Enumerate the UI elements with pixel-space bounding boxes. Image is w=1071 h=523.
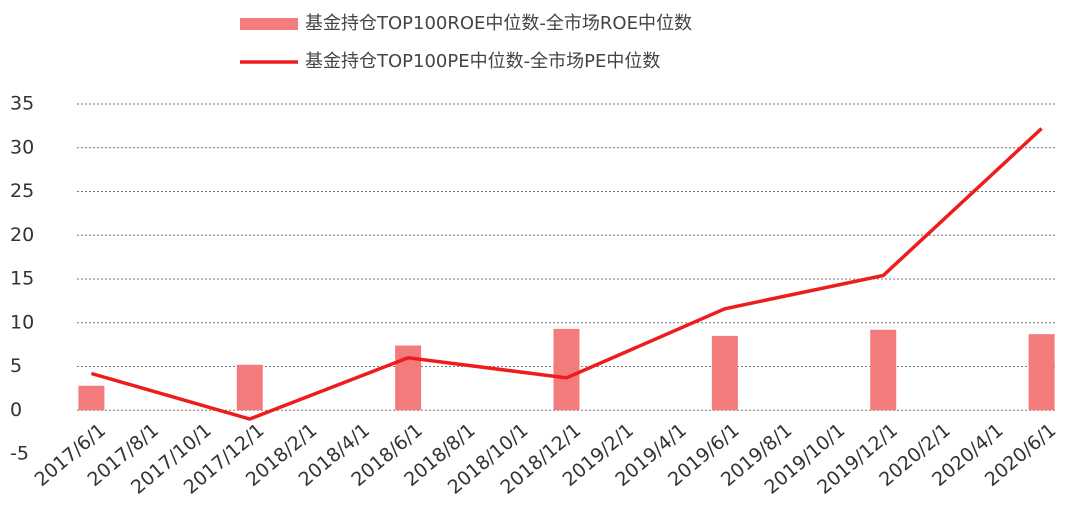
legend-swatch	[240, 18, 298, 30]
y-tick-label: 30	[10, 136, 34, 158]
y-tick-label: 5	[10, 355, 22, 377]
y-tick-label: 0	[10, 399, 22, 421]
bar	[870, 329, 897, 411]
bar	[78, 385, 105, 411]
y-tick-label: 35	[10, 93, 34, 115]
y-tick-label: 15	[10, 268, 34, 290]
y-tick-label: 25	[10, 180, 34, 202]
bar	[236, 364, 263, 411]
y-tick-label: -5	[10, 443, 29, 465]
bar	[1028, 334, 1055, 411]
line	[90, 127, 1043, 421]
y-tick-label: 20	[10, 224, 34, 246]
y-tick-label: 10	[10, 311, 34, 333]
legend-label: 基金持仓TOP100ROE中位数-全市场ROE中位数	[305, 13, 692, 34]
bar	[553, 328, 580, 411]
bar	[711, 335, 738, 411]
bar	[395, 345, 422, 411]
legend-label: 基金持仓TOP100PE中位数-全市场PE中位数	[305, 51, 660, 72]
